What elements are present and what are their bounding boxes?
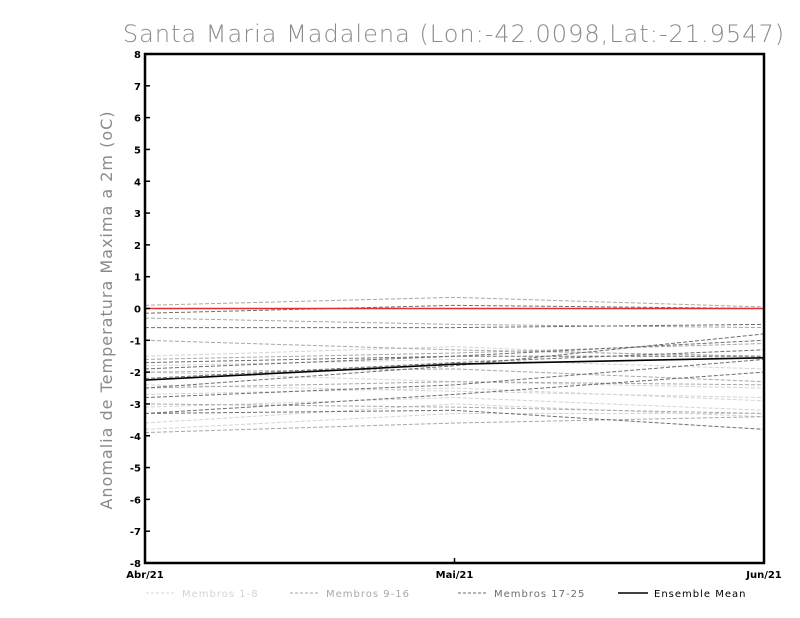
x-axis: Abr/21 Mai/21 Jun/21: [126, 558, 782, 581]
chart-title: Santa Maria Madalena (Lon:-42.0098,Lat:-…: [123, 20, 785, 48]
series-2-member-4-line: [144, 349, 765, 379]
y-tick-label: 5: [134, 145, 141, 156]
y-tick-label: -3: [130, 400, 141, 411]
series-1-member-7-line: [144, 416, 765, 434]
series-0-member-1-line: [144, 358, 765, 370]
legend: Membros 1-8 Membros 9-16 Membros 17-25 Ense…: [146, 589, 746, 600]
y-tick-label: -1: [130, 336, 141, 347]
x-tick-label: Mai/21: [436, 570, 474, 581]
series-1-member-1-line: [144, 317, 765, 329]
series-2-member-1-line: [145, 323, 765, 329]
series-0-member-4-line: [144, 387, 765, 402]
y-tick-label: 6: [134, 114, 141, 125]
legend-label: Membros 1-8: [182, 589, 259, 600]
y-axis: -8 -7 -6 -5 -4 -3 -2 -1 0 1 2 3 4 5 6 7 8: [130, 50, 150, 570]
series-2-member-6-line: [144, 358, 765, 399]
y-tick-label: 3: [134, 209, 141, 220]
y-tick-label: -7: [130, 527, 141, 538]
series-2-member-0-line: [144, 304, 765, 314]
series-1-member-3-line: [144, 342, 765, 360]
legend-label: Membros 9-16: [326, 589, 410, 600]
series-2-member-8-line: [144, 409, 765, 430]
series-2-member-3-line: [144, 355, 764, 370]
y-tick-label: 1: [134, 273, 141, 284]
y-tick-label: 8: [134, 50, 141, 61]
y-tick-label: -8: [130, 559, 141, 570]
series-3-member-0-line: [144, 357, 765, 381]
y-tick-label: -2: [130, 368, 141, 379]
series-0-member-6-line: [144, 403, 765, 424]
x-tick-label: Abr/21: [126, 570, 163, 581]
series-0-member-3-line: [144, 384, 765, 399]
y-tick-label: -6: [130, 495, 141, 506]
y-tick-label: -5: [130, 464, 141, 475]
series-1-member-6-line: [144, 403, 765, 414]
series-2-member-7-line: [144, 371, 765, 414]
series-0-member-5-line: [144, 397, 765, 411]
y-axis-label: Anomalia de Temperatura Maxima a 2m (oC): [97, 110, 116, 509]
series-1-member-4-line: [144, 368, 765, 383]
y-tick-label: 4: [134, 177, 141, 188]
legend-label: Ensemble Mean: [654, 589, 746, 600]
series-2-member-5-line: [144, 333, 765, 389]
legend-label: Membros 17-25: [494, 589, 585, 600]
y-tick-label: -4: [130, 432, 141, 443]
y-tick-label: 0: [134, 305, 141, 316]
series-1-member-0-line: [144, 296, 765, 308]
x-tick-label: Jun/21: [745, 570, 782, 581]
series-0-member-7-line: [144, 412, 764, 430]
y-tick-label: 2: [134, 241, 141, 252]
plot-lines: [144, 296, 765, 434]
series-0-member-0-line: [144, 346, 765, 360]
y-tick-label: 7: [134, 82, 141, 93]
series-1-member-5-line: [144, 381, 765, 389]
